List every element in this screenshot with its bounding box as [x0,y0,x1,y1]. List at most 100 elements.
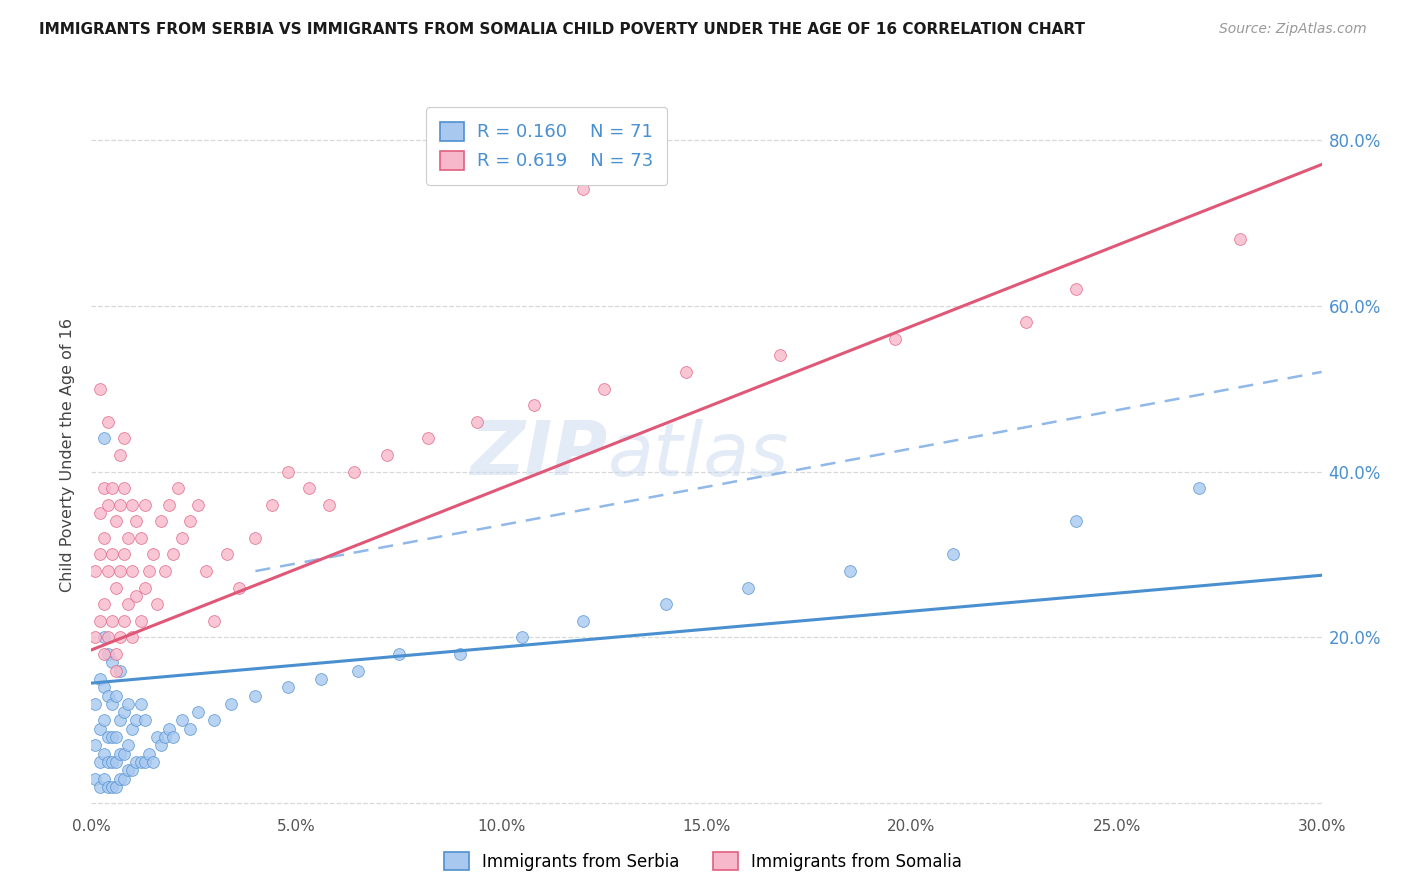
Point [146,597,169,611]
Point [187,498,209,512]
Point [117,531,139,545]
Point [134,581,156,595]
Point [112,772,135,786]
Point [97,755,120,769]
Point [134,714,156,728]
Point [1064,514,1087,528]
Point [150,739,173,753]
Point [1229,232,1251,246]
Point [125,755,148,769]
Point [245,531,267,545]
Point [89,672,111,686]
Point [105,689,127,703]
Point [112,705,135,719]
Point [84,739,107,753]
Point [179,722,201,736]
Point [89,506,111,520]
Point [228,581,250,595]
Point [117,597,139,611]
Point [309,672,332,686]
Point [146,730,169,744]
Point [101,614,124,628]
Point [101,548,124,562]
Point [84,564,107,578]
Legend: Immigrants from Serbia, Immigrants from Somalia: Immigrants from Serbia, Immigrants from … [436,844,970,880]
Point [416,431,439,445]
Point [93,747,115,761]
Point [138,564,160,578]
Point [108,448,131,462]
Point [108,747,131,761]
Point [97,780,120,794]
Point [277,680,299,694]
Point [737,581,759,595]
Point [93,597,115,611]
Point [112,548,135,562]
Point [97,647,120,661]
Point [654,597,676,611]
Point [97,415,120,429]
Point [117,697,139,711]
Point [675,365,697,379]
Point [125,714,148,728]
Point [1064,282,1087,296]
Point [101,755,124,769]
Point [105,514,127,528]
Point [105,730,127,744]
Point [153,730,177,744]
Point [89,755,111,769]
Point [138,747,160,761]
Point [150,514,173,528]
Point [219,697,242,711]
Point [134,755,156,769]
Point [202,614,225,628]
Point [129,531,152,545]
Point [465,415,488,429]
Text: IMMIGRANTS FROM SERBIA VS IMMIGRANTS FROM SOMALIA CHILD POVERTY UNDER THE AGE OF: IMMIGRANTS FROM SERBIA VS IMMIGRANTS FRO… [39,22,1085,37]
Text: atlas: atlas [607,419,790,491]
Point [942,548,965,562]
Point [245,689,267,703]
Y-axis label: Child Poverty Under the Age of 16: Child Poverty Under the Age of 16 [60,318,76,592]
Point [162,730,184,744]
Point [101,697,124,711]
Point [142,755,165,769]
Point [572,614,595,628]
Point [101,656,124,670]
Point [170,714,193,728]
Point [108,772,131,786]
Point [769,348,792,362]
Point [298,481,321,495]
Point [112,431,135,445]
Point [157,722,180,736]
Point [93,481,115,495]
Point [84,772,107,786]
Point [89,722,111,736]
Point [93,531,115,545]
Point [162,548,184,562]
Point [121,763,143,777]
Point [93,631,115,645]
Point [202,714,225,728]
Point [105,647,127,661]
Point [89,780,111,794]
Point [89,382,111,396]
Point [112,747,135,761]
Point [93,772,115,786]
Point [157,498,180,512]
Point [1015,315,1038,329]
Point [510,631,533,645]
Point [129,755,152,769]
Point [89,614,111,628]
Point [347,664,370,678]
Point [187,705,209,719]
Point [121,498,143,512]
Point [343,465,366,479]
Point [97,730,120,744]
Point [195,564,218,578]
Point [117,763,139,777]
Text: ZIP: ZIP [471,418,607,491]
Point [101,730,124,744]
Point [84,697,107,711]
Point [125,514,148,528]
